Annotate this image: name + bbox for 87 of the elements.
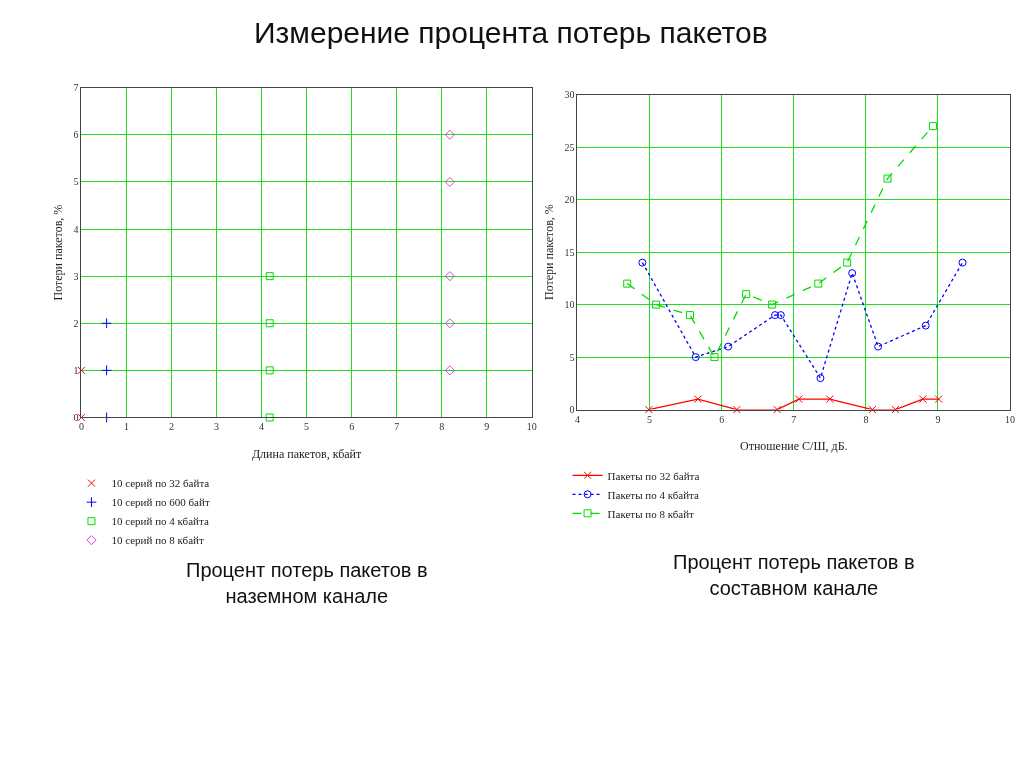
point bbox=[928, 122, 937, 131]
point bbox=[710, 353, 719, 362]
point bbox=[921, 321, 930, 330]
x-tick-label: 4 bbox=[259, 421, 265, 433]
y-tick-label: 30 bbox=[564, 89, 575, 101]
point bbox=[101, 317, 113, 329]
x-tick-label: 3 bbox=[214, 421, 220, 433]
y-tick-label: 0 bbox=[569, 404, 575, 416]
legend-label: 10 серий по 600 байт bbox=[111, 496, 210, 509]
point bbox=[685, 311, 694, 320]
point bbox=[742, 290, 751, 299]
y-tick-label: 1 bbox=[73, 364, 79, 376]
legend-label: Пакеты по 4 кбайта bbox=[607, 488, 700, 501]
legend-label: 10 серий по 4 кбайта bbox=[111, 515, 209, 528]
y-tick-label: 15 bbox=[564, 246, 575, 258]
point bbox=[623, 279, 632, 288]
y-tick-label: 20 bbox=[564, 194, 575, 206]
point bbox=[644, 405, 653, 414]
y-tick-label: 4 bbox=[73, 223, 79, 235]
x-axis-title: Длина пакетов, кбайт bbox=[251, 447, 363, 462]
point bbox=[773, 405, 782, 414]
y-tick-label: 3 bbox=[73, 270, 79, 282]
text: Процент потерь пакетов в наземном канале bbox=[186, 559, 428, 607]
point bbox=[444, 129, 455, 140]
x-tick-label: 10 bbox=[1005, 413, 1016, 425]
point bbox=[883, 174, 892, 183]
point bbox=[724, 342, 733, 351]
point bbox=[794, 395, 803, 404]
y-tick-label: 25 bbox=[564, 141, 575, 153]
y-tick-label: 7 bbox=[73, 82, 79, 94]
y-tick-label: 5 bbox=[569, 351, 575, 363]
point bbox=[101, 364, 113, 376]
x-tick-label: 8 bbox=[439, 421, 445, 433]
point bbox=[638, 258, 647, 267]
point bbox=[265, 366, 274, 375]
point bbox=[265, 319, 274, 328]
point bbox=[816, 374, 825, 383]
point bbox=[265, 272, 274, 281]
x-tick-label: 8 bbox=[863, 413, 869, 425]
x-tick-label: 7 bbox=[791, 413, 797, 425]
legend-label: 10 серий по 32 байта bbox=[111, 477, 210, 490]
point bbox=[444, 176, 455, 187]
point bbox=[444, 318, 455, 329]
x-tick-label: 7 bbox=[394, 421, 400, 433]
point bbox=[77, 413, 86, 422]
y-axis-title: Потери пакетов, % bbox=[50, 204, 65, 301]
y-tick-label: 2 bbox=[73, 317, 79, 329]
y-tick-label: 10 bbox=[564, 299, 575, 311]
x-tick-label: 9 bbox=[484, 421, 490, 433]
legend-label: Пакеты по 8 кбайт bbox=[607, 507, 695, 520]
x-tick-label: 10 bbox=[526, 421, 537, 433]
point bbox=[693, 395, 702, 404]
point bbox=[771, 311, 780, 320]
point bbox=[776, 311, 785, 320]
point bbox=[652, 300, 661, 309]
chart-title: Измерение процента потерь пакетов bbox=[254, 16, 768, 49]
point bbox=[848, 269, 857, 278]
point bbox=[958, 258, 967, 267]
legend-label: Пакеты по 32 байта bbox=[607, 469, 700, 482]
x-tick-label: 6 bbox=[719, 413, 725, 425]
x-tick-label: 5 bbox=[647, 413, 653, 425]
point bbox=[732, 405, 741, 414]
point bbox=[843, 258, 852, 267]
point bbox=[444, 365, 455, 376]
x-tick-label: 2 bbox=[168, 421, 174, 433]
point bbox=[891, 405, 900, 414]
point bbox=[934, 395, 943, 404]
point bbox=[768, 300, 777, 309]
point bbox=[874, 342, 883, 351]
text: Процент потерь пакетов в составном канале bbox=[673, 551, 915, 599]
x-tick-label: 1 bbox=[123, 421, 129, 433]
point bbox=[691, 353, 700, 362]
point bbox=[825, 395, 834, 404]
point bbox=[77, 366, 86, 375]
x-tick-label: 9 bbox=[935, 413, 941, 425]
point bbox=[918, 395, 927, 404]
point bbox=[444, 271, 455, 282]
point bbox=[265, 413, 274, 422]
x-tick-label: 6 bbox=[349, 421, 355, 433]
point bbox=[868, 405, 877, 414]
legend-label: 10 серий по 8 кбайт bbox=[111, 534, 204, 547]
y-tick-label: 6 bbox=[73, 129, 79, 141]
y-tick-label: 5 bbox=[73, 176, 79, 188]
point bbox=[814, 279, 823, 288]
x-axis-title: Отношение С/Ш, дБ. bbox=[740, 439, 848, 454]
y-axis-title: Потери пакетов, % bbox=[541, 204, 556, 301]
x-tick-label: 5 bbox=[304, 421, 310, 433]
